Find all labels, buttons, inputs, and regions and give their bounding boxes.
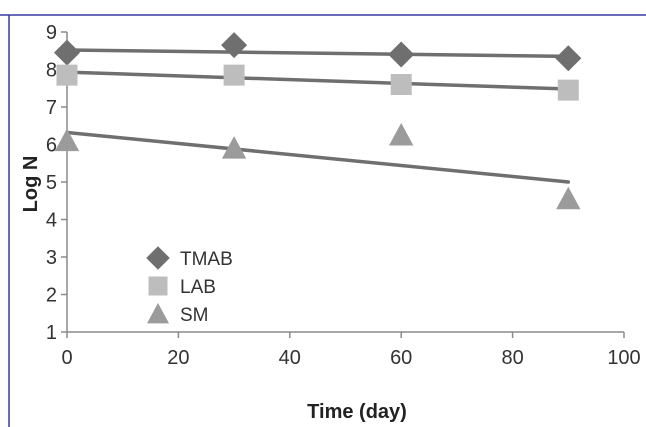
y-tick-label: 8 <box>46 60 57 82</box>
y-tick-label: 5 <box>46 172 57 194</box>
legend-label-sm: SM <box>180 305 209 326</box>
x-axis-label: Time (day) <box>307 401 407 423</box>
trendline-tmab <box>65 48 571 59</box>
x-tick-label: 40 <box>279 347 301 369</box>
legend-label-lab: LAB <box>180 277 216 298</box>
data-point-tmab <box>53 39 81 66</box>
legend-marker-sm <box>146 302 170 324</box>
legend: TMAB LAB SM <box>146 246 233 326</box>
data-point-tmab <box>388 41 415 68</box>
data-point-lab <box>390 74 412 95</box>
data-point-lab <box>223 64 245 86</box>
x-tick-label: 60 <box>390 347 412 369</box>
data-point-lab <box>56 64 78 86</box>
y-tick-label: 1 <box>46 322 57 344</box>
y-tick-label: 9 <box>46 22 57 44</box>
data-point-lab <box>557 79 579 101</box>
y-tick-label: 3 <box>46 247 57 269</box>
trendline-lab <box>65 70 571 91</box>
data-point-sm <box>54 128 80 152</box>
y-axis-label: Log N <box>20 156 42 213</box>
y-tick-label: 2 <box>46 285 57 307</box>
legend-label-tmab: TMAB <box>180 249 233 270</box>
x-tick-label: 20 <box>167 347 189 369</box>
legend-marker-tmab <box>146 246 170 270</box>
x-tick-label: 0 <box>61 347 72 369</box>
data-point-sm <box>556 186 581 210</box>
x-tick-label: 80 <box>501 347 523 369</box>
data-markers <box>53 32 582 210</box>
data-point-tmab <box>221 32 248 59</box>
y-tick-label: 6 <box>46 135 57 157</box>
y-tick-label: 7 <box>46 97 57 119</box>
trendline-sm <box>65 130 571 184</box>
data-point-tmab <box>555 45 582 72</box>
y-tick-label: 4 <box>46 210 57 232</box>
trendlines <box>65 48 571 184</box>
axes: 1 2 3 4 5 6 7 8 9 0 20 40 60 80 100 <box>46 22 641 369</box>
x-tick-label: 100 <box>607 347 640 369</box>
data-point-sm <box>389 122 414 146</box>
legend-marker-lab <box>148 276 168 296</box>
data-point-sm <box>221 136 247 159</box>
